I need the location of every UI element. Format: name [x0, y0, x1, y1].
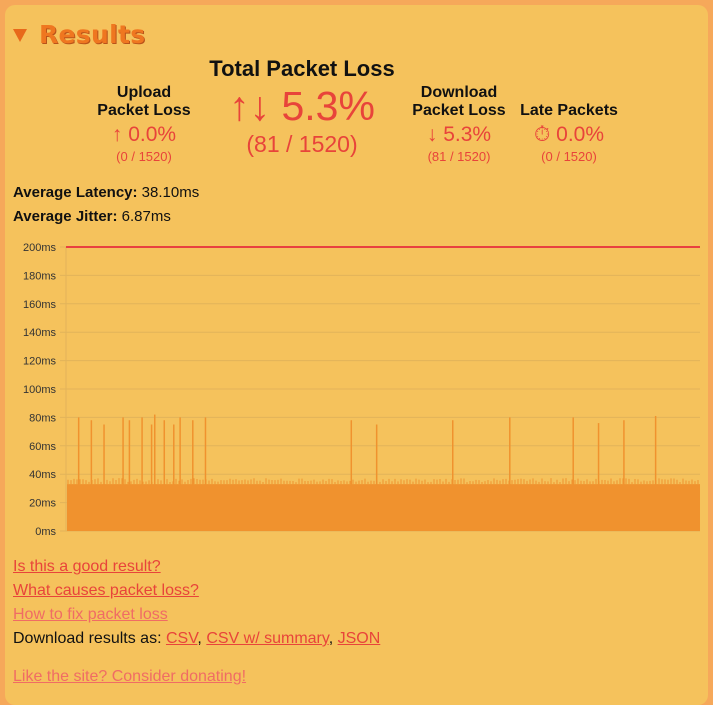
- json-link[interactable]: JSON: [337, 630, 381, 647]
- jitter-label: Average Jitter:: [13, 208, 118, 225]
- latency-label: Average Latency:: [13, 184, 138, 201]
- comma-separator: ,: [197, 630, 202, 647]
- upload-loss-counts: (0 / 1520): [116, 149, 172, 164]
- y-tick-label: 100ms: [23, 384, 57, 396]
- total-loss-title: Total Packet Loss: [209, 56, 395, 81]
- y-tick-label: 140ms: [23, 327, 57, 339]
- y-tick-label: 80ms: [29, 412, 56, 424]
- jitter-value: 6.87ms: [121, 208, 171, 225]
- upload-loss-label: Upload Packet Loss: [97, 84, 191, 119]
- y-tick-label: 20ms: [29, 498, 56, 510]
- csv-link[interactable]: CSV: [165, 630, 198, 647]
- stopwatch-icon: ⏱: [533, 123, 551, 146]
- link-causes-row: What causes packet loss?: [13, 582, 199, 600]
- late-packets-label: Late Packets: [520, 102, 618, 119]
- y-tick-label: 40ms: [29, 469, 56, 481]
- comma-separator: ,: [328, 630, 334, 647]
- late-packets: Late Packets ⏱ 0.0% (0 / 1520): [514, 102, 624, 166]
- total-packet-loss: Total Packet Loss ↑↓ 5.3% (81 / 1520): [196, 56, 408, 158]
- download-loss-counts: (81 / 1520): [427, 149, 491, 164]
- upload-loss-value: ↑ 0.0%: [111, 123, 177, 146]
- y-tick-label: 200ms: [23, 242, 57, 254]
- up-down-arrows-icon: ↑↓: [229, 83, 271, 129]
- late-packets-counts: (0 / 1520): [541, 149, 597, 164]
- download-loss-label: Download Packet Loss: [412, 84, 506, 119]
- donate-row: Like the site? Consider donating!: [13, 668, 246, 686]
- results-panel: [5, 5, 708, 705]
- donate-link[interactable]: Like the site? Consider donating!: [13, 668, 247, 685]
- download-loss-value: ↓ 5.3%: [426, 123, 492, 146]
- y-tick-label: 160ms: [23, 299, 57, 311]
- y-tick-label: 60ms: [29, 441, 56, 453]
- y-tick-label: 0ms: [35, 526, 56, 538]
- download-packet-loss: Download Packet Loss ↓ 5.3% (81 / 1520): [408, 84, 510, 166]
- link-fix-row: How to fix packet loss: [13, 606, 168, 624]
- down-arrow-icon: ↓: [426, 123, 438, 146]
- link-good-result-row: Is this a good result?: [13, 558, 161, 576]
- total-loss-counts: (81 / 1520): [246, 131, 358, 157]
- download-label: Download results as:: [13, 630, 162, 647]
- y-tick-label: 120ms: [23, 356, 57, 368]
- results-header[interactable]: Results: [13, 20, 145, 49]
- y-tick-label: 180ms: [23, 270, 57, 282]
- csv-summary-link[interactable]: CSV w/ summary: [206, 630, 329, 647]
- results-title: Results: [39, 20, 146, 49]
- average-jitter: Average Jitter: 6.87ms: [13, 208, 171, 225]
- average-latency: Average Latency: 38.10ms: [13, 184, 199, 201]
- total-loss-value: ↑↓ 5.3%: [229, 83, 375, 129]
- up-arrow-icon: ↑: [111, 123, 123, 146]
- fix-link[interactable]: How to fix packet loss: [13, 606, 168, 623]
- latency-area: [67, 484, 700, 531]
- causes-link[interactable]: What causes packet loss?: [13, 582, 199, 599]
- collapse-triangle-icon[interactable]: [13, 29, 27, 42]
- latency-value: 38.10ms: [141, 184, 200, 201]
- late-packets-value: ⏱ 0.0%: [533, 123, 605, 146]
- latency-chart: 0ms 20ms 40ms 60ms 80ms 100ms 120ms 140ms 160ms 1…: [23, 242, 700, 538]
- good-result-link[interactable]: Is this a good result?: [13, 558, 161, 575]
- download-results: Download results as: CSV, CSV w/ summary…: [13, 630, 380, 648]
- upload-packet-loss: Upload Packet Loss ↑ 0.0% (0 / 1520): [94, 84, 194, 166]
